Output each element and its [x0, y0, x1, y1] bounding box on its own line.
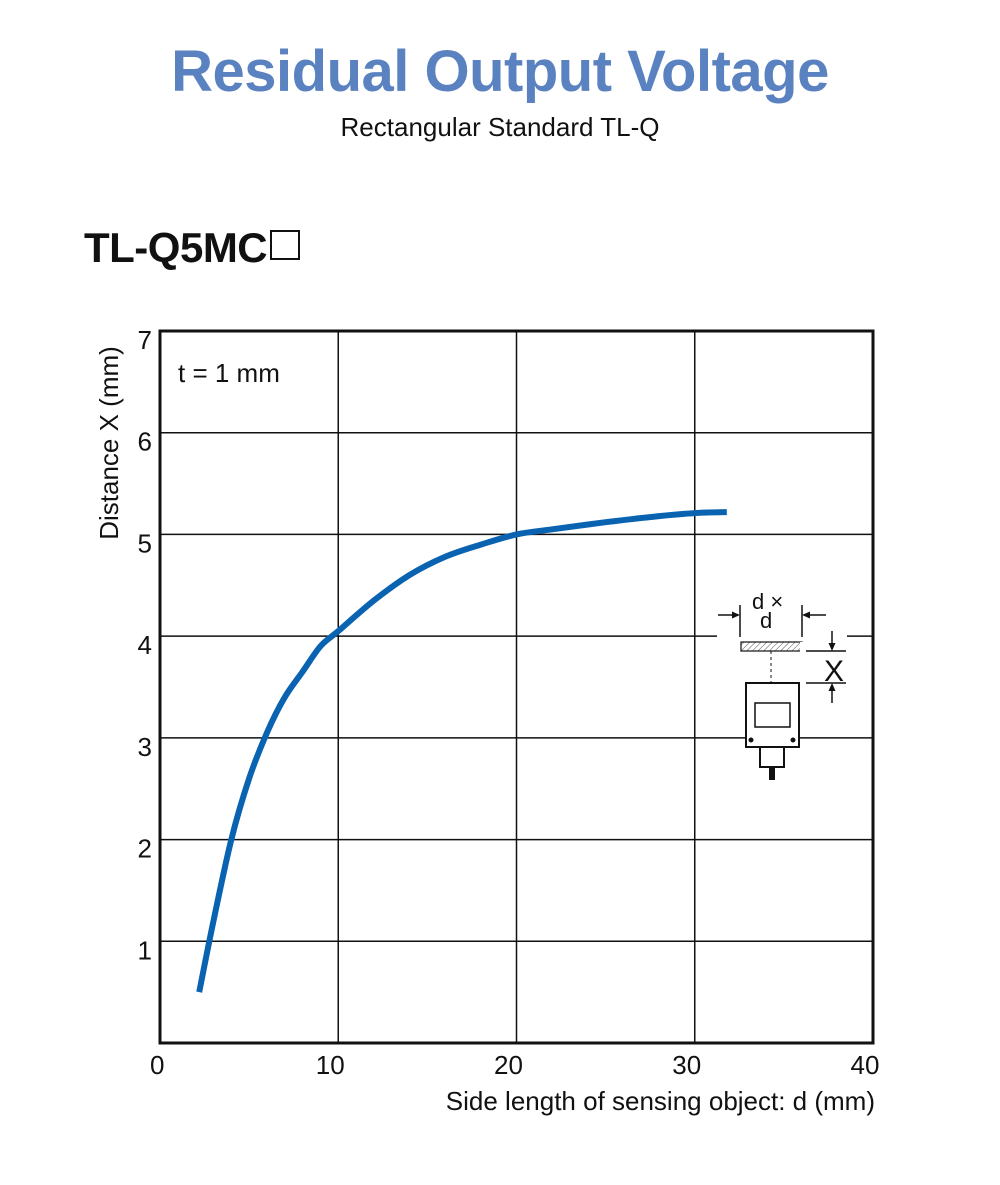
- inset-x-backdrop: [800, 642, 860, 682]
- inset-label-top: d ×: [752, 589, 783, 614]
- inset-label-bottom: d: [760, 608, 772, 633]
- x-axis-label: Side length of sensing object: d (mm): [446, 1086, 875, 1116]
- y-tick-label: 1: [138, 935, 152, 965]
- model-suffix-box: [270, 230, 301, 260]
- y-tick-label: 5: [138, 528, 152, 558]
- chart-grid: [160, 331, 873, 1043]
- arrow-down-icon: [828, 643, 836, 651]
- x-tick-label: 10: [316, 1050, 345, 1080]
- plot-frame: [158, 329, 875, 1045]
- mount-hole-left: [748, 737, 754, 743]
- model-label: TL-Q5MC: [84, 224, 268, 271]
- y-tick-label: 2: [138, 834, 152, 864]
- x-tick-label: 40: [851, 1050, 880, 1080]
- tick-labels: 0 10 20 30 40 1 2 3 4 5 6 7: [138, 325, 880, 1080]
- x-tick-label: 30: [672, 1050, 701, 1080]
- sensing-object: [740, 641, 803, 652]
- mount-hole-right: [790, 737, 796, 743]
- y-tick-label: 6: [138, 427, 152, 457]
- arrow-left-icon: [802, 611, 810, 619]
- arrow-right-icon: [732, 611, 740, 619]
- sensor-body: [745, 682, 800, 748]
- y-axis-label: Distance X (mm): [94, 346, 124, 540]
- sensing-face: [754, 702, 791, 728]
- page-title: Residual Output Voltage: [171, 39, 829, 104]
- model-name: TL-Q5MC: [84, 224, 301, 272]
- distance-curve: [196, 509, 727, 993]
- page-subtitle: Rectangular Standard TL-Q: [340, 112, 660, 142]
- cable: [769, 767, 775, 780]
- inset-label-backdrop: [717, 598, 847, 638]
- arrow-up-icon: [828, 683, 836, 691]
- sensor-diagram: d × d X: [717, 589, 860, 780]
- x-tick-label: 0: [150, 1050, 164, 1080]
- y-tick-label: 4: [138, 630, 152, 660]
- y-tick-label: 3: [138, 732, 152, 762]
- inset-distance-label: X: [824, 655, 844, 688]
- thickness-annotation: t = 1 mm: [178, 358, 280, 388]
- x-tick-label: 20: [494, 1050, 523, 1080]
- y-tick-label: 7: [138, 325, 152, 355]
- cable-boot: [759, 746, 785, 768]
